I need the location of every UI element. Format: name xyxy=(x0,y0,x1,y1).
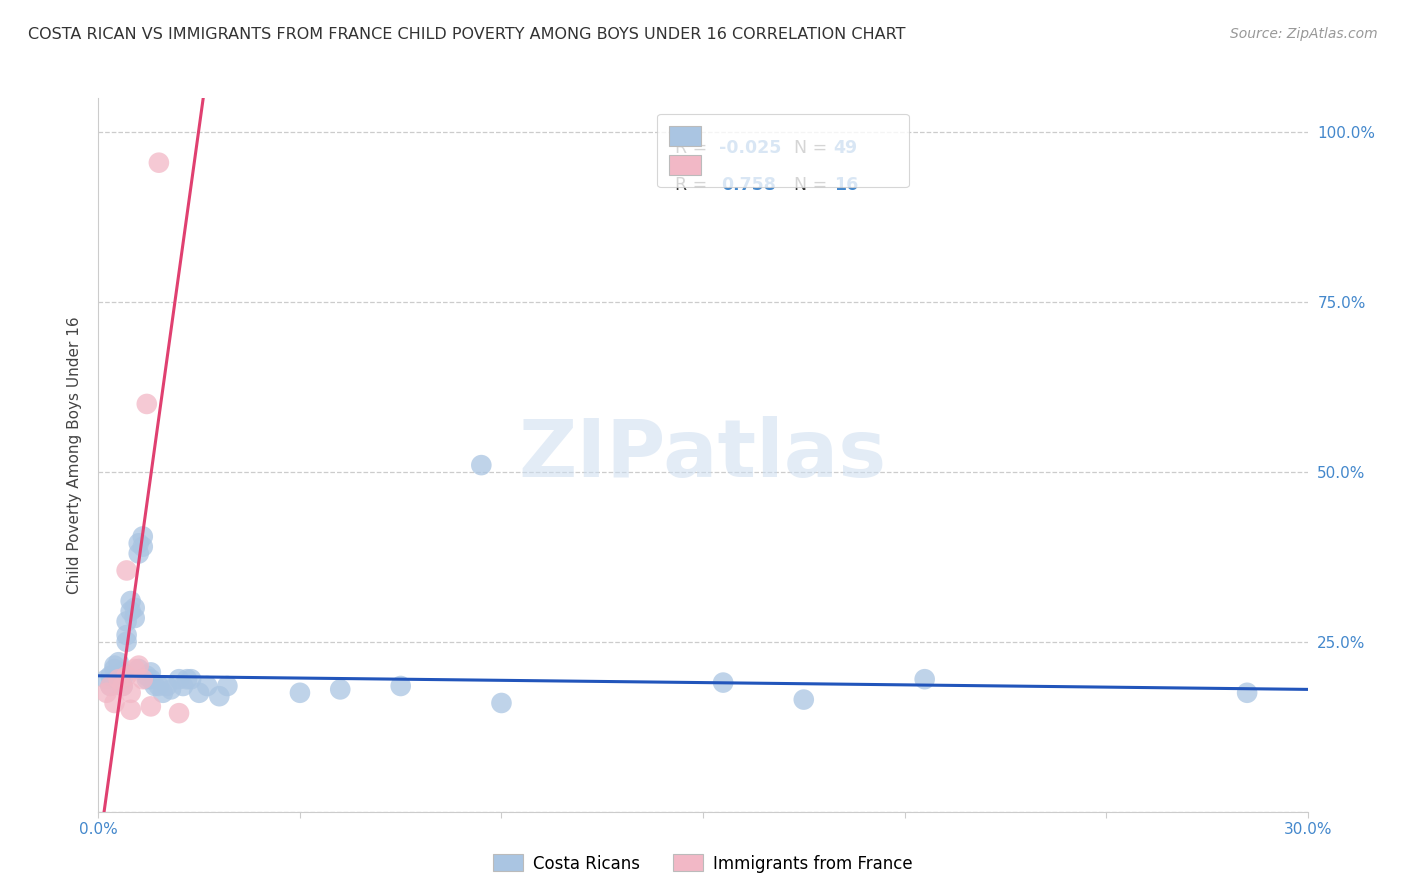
Point xyxy=(132,529,155,543)
Point xyxy=(143,679,166,693)
Point xyxy=(103,696,125,710)
Point xyxy=(128,662,150,676)
Text: 0.758: 0.758 xyxy=(721,177,776,194)
Point xyxy=(111,679,134,693)
Text: N =: N = xyxy=(793,139,832,157)
Point xyxy=(711,675,734,690)
Text: R =: R = xyxy=(675,139,713,157)
Point xyxy=(180,672,202,686)
Point xyxy=(115,628,138,642)
Y-axis label: Child Poverty Among Boys Under 16: Child Poverty Among Boys Under 16 xyxy=(67,316,83,594)
Point xyxy=(135,669,157,683)
Point xyxy=(288,686,311,700)
Point xyxy=(128,546,150,560)
Point xyxy=(217,679,239,693)
Point xyxy=(107,669,129,683)
Point xyxy=(107,655,129,669)
Point xyxy=(470,458,492,472)
Text: Source: ZipAtlas.com: Source: ZipAtlas.com xyxy=(1230,27,1378,41)
Point xyxy=(188,686,211,700)
Point xyxy=(100,679,122,693)
Point xyxy=(132,540,155,554)
Point xyxy=(793,692,815,706)
Point xyxy=(135,397,157,411)
Point xyxy=(124,611,146,625)
Point xyxy=(139,699,162,714)
Point xyxy=(139,665,162,680)
Point xyxy=(103,658,125,673)
Point xyxy=(96,686,118,700)
Point xyxy=(115,635,138,649)
Point xyxy=(115,669,138,683)
Point xyxy=(195,679,218,693)
Point xyxy=(389,679,412,693)
Point xyxy=(107,672,129,686)
Point xyxy=(148,155,170,169)
Legend:   R =  -0.025   N = 49,   R =   0.758   N = 16: R = -0.025 N = 49, R = 0.758 N = 16 xyxy=(657,114,908,187)
Point xyxy=(115,564,138,578)
Text: R =: R = xyxy=(675,177,713,194)
Point xyxy=(120,604,142,618)
Point xyxy=(120,594,142,608)
Point xyxy=(96,672,118,686)
Point xyxy=(124,662,146,676)
Text: ZIPatlas: ZIPatlas xyxy=(519,416,887,494)
Point xyxy=(124,600,146,615)
Point xyxy=(128,658,150,673)
Text: 49: 49 xyxy=(834,139,858,157)
Point xyxy=(120,703,142,717)
Point xyxy=(167,672,190,686)
Legend: Costa Ricans, Immigrants from France: Costa Ricans, Immigrants from France xyxy=(486,847,920,880)
Text: COSTA RICAN VS IMMIGRANTS FROM FRANCE CHILD POVERTY AMONG BOYS UNDER 16 CORRELAT: COSTA RICAN VS IMMIGRANTS FROM FRANCE CH… xyxy=(28,27,905,42)
Point xyxy=(148,679,170,693)
Point xyxy=(1236,686,1258,700)
Point xyxy=(139,672,162,686)
Point xyxy=(100,679,122,693)
Point xyxy=(167,706,190,721)
Point xyxy=(491,696,513,710)
Point xyxy=(208,689,231,703)
Point xyxy=(107,672,129,686)
Text: -0.025: -0.025 xyxy=(718,139,782,157)
Point xyxy=(128,536,150,550)
Point xyxy=(329,682,352,697)
Point xyxy=(160,682,183,697)
Point xyxy=(103,662,125,676)
Point xyxy=(120,686,142,700)
Point xyxy=(152,686,174,700)
Point xyxy=(111,679,134,693)
Point xyxy=(914,672,936,686)
Point xyxy=(156,679,179,693)
Point xyxy=(115,615,138,629)
Point xyxy=(111,665,134,680)
Point xyxy=(172,679,194,693)
Point xyxy=(176,672,198,686)
Point xyxy=(100,669,122,683)
Point xyxy=(135,672,157,686)
Text: N =: N = xyxy=(793,177,832,194)
Point xyxy=(111,672,134,686)
Point xyxy=(132,672,155,686)
Text: 16: 16 xyxy=(834,177,858,194)
